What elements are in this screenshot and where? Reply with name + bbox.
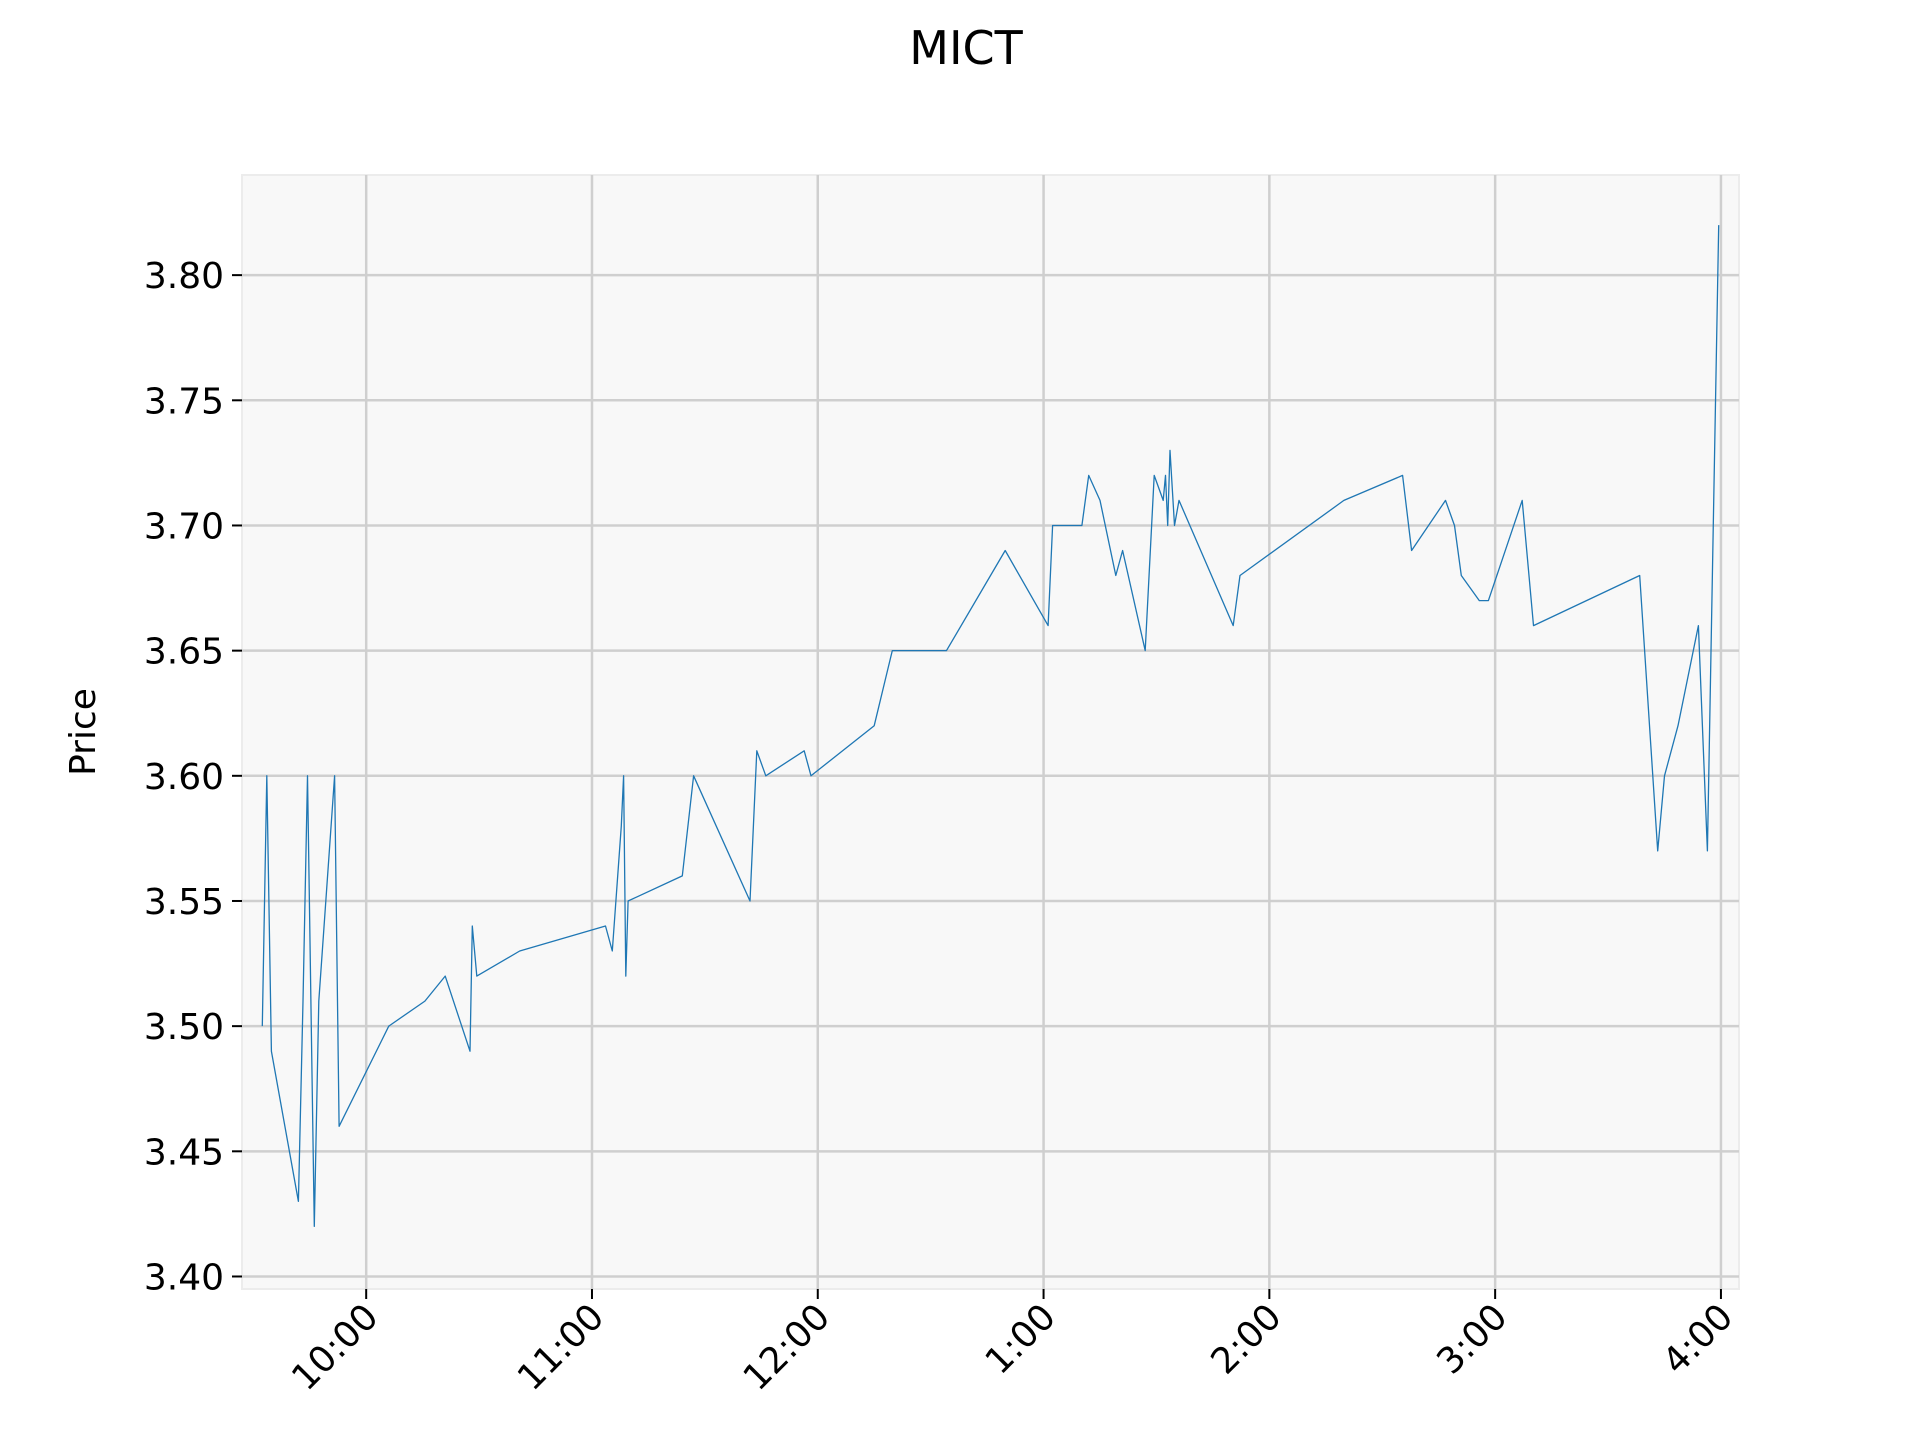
price-series-line — [261, 225, 1720, 1228]
y-tick-label: 3.65 — [144, 632, 224, 673]
chart-title: MICT — [909, 21, 1023, 75]
plot-area — [241, 174, 1740, 1290]
y-tick-label: 3.60 — [144, 757, 224, 798]
x-tick-label: 4:00 — [1655, 1296, 1741, 1382]
x-tick-label: 12:00 — [736, 1296, 838, 1398]
y-tick-label: 3.80 — [144, 256, 224, 297]
y-tick-label: 3.70 — [144, 506, 224, 547]
series-layer — [261, 225, 1720, 1228]
grid-lines — [242, 175, 1739, 1289]
y-tick-label: 3.40 — [144, 1257, 224, 1298]
y-tick-label: 3.55 — [144, 882, 224, 923]
x-tick-label: 3:00 — [1429, 1296, 1515, 1382]
x-tick-label: 1:00 — [978, 1296, 1064, 1382]
y-tick-label: 3.75 — [144, 381, 224, 422]
x-tick-label: 2:00 — [1204, 1296, 1290, 1382]
x-tick-label: 11:00 — [510, 1296, 612, 1398]
y-axis-label: Price — [63, 688, 104, 776]
x-tick-label: 10:00 — [284, 1296, 386, 1398]
y-tick-label: 3.50 — [144, 1007, 224, 1048]
y-tick-label: 3.45 — [144, 1132, 224, 1173]
